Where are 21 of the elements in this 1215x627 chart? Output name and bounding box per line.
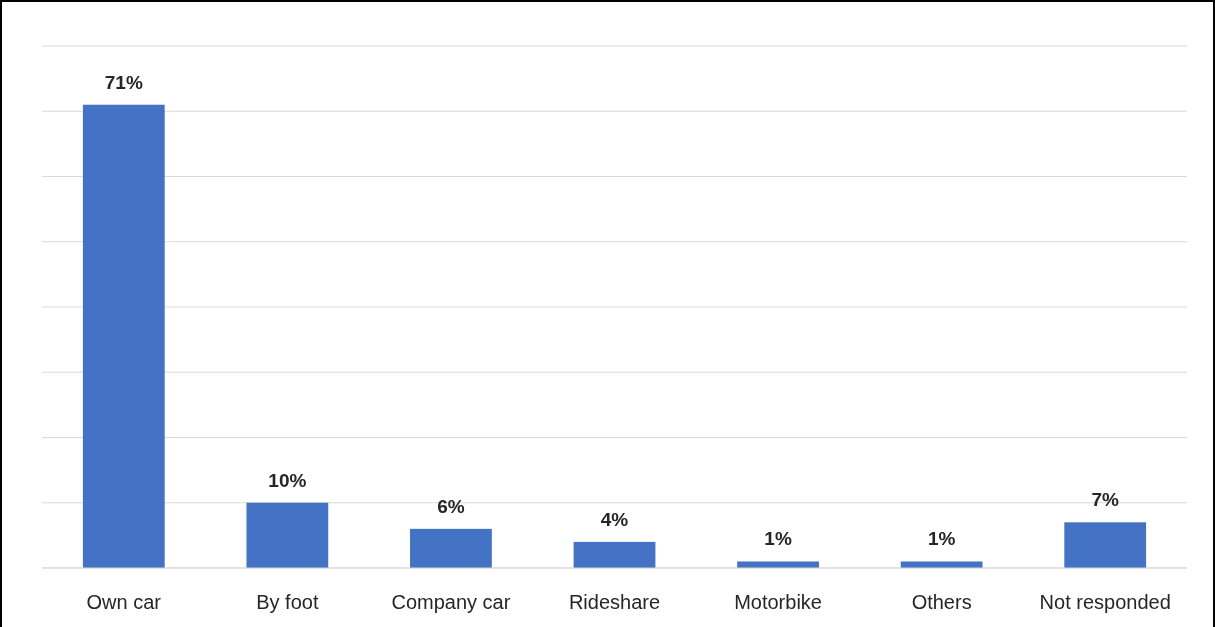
x-tick-label: Motorbike: [734, 591, 822, 613]
data-label: 71%: [104, 71, 143, 93]
bar: [1064, 522, 1147, 568]
data-label: 4%: [600, 508, 629, 530]
x-tick-label: Others: [911, 591, 972, 613]
bar: [573, 541, 656, 568]
bar: [900, 561, 983, 568]
bar: [737, 561, 819, 568]
x-tick-label: Own car: [86, 591, 162, 613]
data-label: 6%: [437, 495, 465, 517]
data-label: 10%: [268, 469, 307, 491]
data-label: 1%: [927, 528, 956, 550]
x-tick-label: Not responded: [1039, 591, 1171, 613]
data-label: 1%: [764, 528, 792, 550]
x-tick-label: By foot: [256, 591, 319, 613]
x-tick-label: Company car: [391, 591, 511, 613]
bar: [82, 104, 165, 568]
x-tick-label: Rideshare: [568, 591, 661, 613]
bar: [246, 502, 329, 568]
bar: [410, 528, 492, 568]
data-label: 7%: [1091, 489, 1120, 511]
